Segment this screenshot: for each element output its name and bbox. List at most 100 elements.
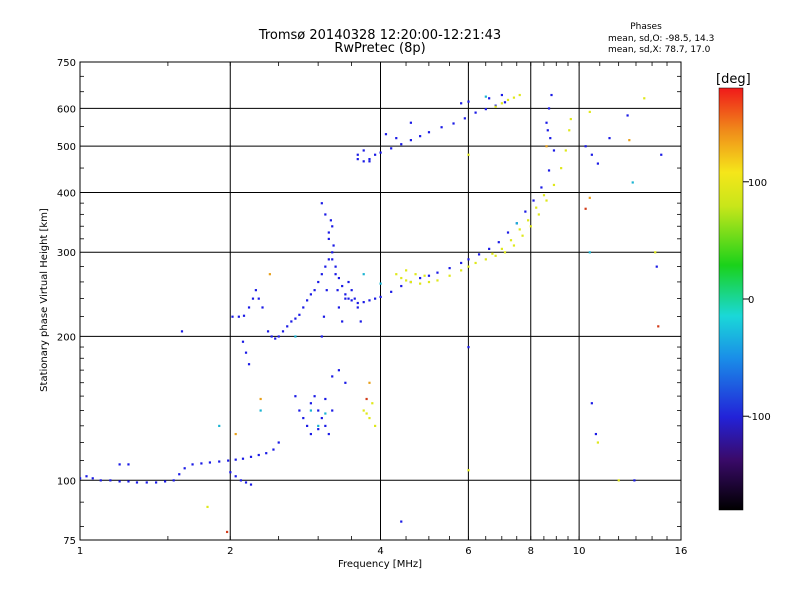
colorbar-ticks: 100 0 -100 [743, 178, 771, 423]
data-point [532, 199, 535, 202]
data-point [655, 265, 658, 268]
data-point [313, 289, 316, 292]
y-tick-label: 500 [57, 142, 76, 153]
data-point [633, 479, 636, 482]
data-point [423, 274, 426, 277]
chart-title: Tromsø 20140328 12:20:00-12:21:43 [258, 28, 501, 43]
data-point [324, 412, 327, 415]
data-point [400, 520, 403, 523]
data-point [257, 297, 260, 300]
data-point [251, 297, 255, 300]
data-point [309, 293, 312, 296]
data-point [306, 299, 309, 302]
data-point [241, 457, 245, 460]
data-point [294, 395, 297, 398]
data-point [503, 101, 507, 104]
data-point [494, 254, 497, 257]
data-point [506, 231, 510, 234]
data-point [365, 412, 368, 415]
data-point [356, 158, 359, 161]
data-point [234, 475, 237, 478]
data-point [247, 306, 251, 309]
data-point [590, 402, 593, 405]
data-point [460, 261, 463, 265]
data-point [286, 325, 289, 328]
colorbar-label: [deg] [716, 72, 751, 87]
data-point [320, 416, 323, 420]
data-point [344, 381, 347, 384]
data-point [127, 480, 130, 483]
data-point [368, 160, 371, 163]
x-tick-label: 10 [573, 546, 586, 557]
data-point [467, 153, 470, 156]
data-point [259, 397, 262, 401]
data-point [302, 416, 305, 420]
data-point [336, 289, 339, 292]
data-point [362, 273, 365, 276]
data-point [234, 458, 237, 461]
data-point [344, 293, 347, 296]
data-point [365, 397, 368, 401]
data-point [277, 441, 280, 444]
data-point [405, 269, 408, 272]
data-point [341, 284, 344, 288]
data-point [208, 461, 212, 464]
data-point [491, 252, 494, 255]
data-point [488, 97, 491, 100]
data-point [322, 315, 326, 318]
data-point [552, 183, 556, 187]
data-point [266, 330, 270, 333]
data-point [362, 160, 365, 163]
data-point [332, 244, 335, 247]
data-point [331, 375, 334, 378]
data-point [594, 432, 598, 436]
data-point [596, 441, 599, 444]
data-point [409, 280, 412, 284]
data-point [560, 167, 563, 170]
data-point [527, 219, 530, 222]
y-axis: 75 100 200 300 400 500 600 750 [57, 58, 681, 547]
data-point [239, 479, 243, 482]
data-point [467, 100, 470, 103]
data-point [547, 107, 551, 110]
data-point [584, 145, 587, 148]
data-point [268, 273, 271, 276]
data-point [436, 271, 439, 274]
x-tick-label: 8 [528, 546, 534, 557]
data-point [118, 463, 121, 466]
data-point [477, 253, 481, 256]
data-point [109, 479, 112, 482]
data-point [509, 239, 513, 242]
data-point [261, 306, 264, 309]
data-point [313, 395, 316, 398]
data-point [337, 276, 341, 280]
y-tick-label: 300 [57, 248, 76, 259]
data-point [274, 337, 277, 340]
y-tick-label: 600 [57, 104, 76, 115]
data-point [362, 149, 365, 152]
data-point [259, 409, 262, 412]
data-point [327, 432, 330, 436]
data-point [427, 280, 431, 284]
data-point [497, 241, 500, 244]
data-point [371, 402, 374, 405]
data-point [317, 409, 320, 412]
data-point [247, 363, 251, 366]
data-point [118, 480, 121, 483]
data-point [474, 261, 477, 265]
data-point [127, 463, 130, 466]
data-point [405, 279, 408, 282]
data-point [265, 452, 268, 455]
data-point [249, 455, 253, 458]
data-point [427, 131, 431, 134]
data-point [324, 397, 327, 401]
data-point [545, 121, 548, 124]
data-point [344, 297, 347, 300]
data-point [85, 475, 88, 478]
data-point [277, 335, 280, 338]
data-point [521, 234, 524, 237]
data-point [320, 202, 323, 205]
data-point [249, 483, 253, 486]
data-point [608, 137, 611, 140]
data-point [334, 273, 337, 276]
